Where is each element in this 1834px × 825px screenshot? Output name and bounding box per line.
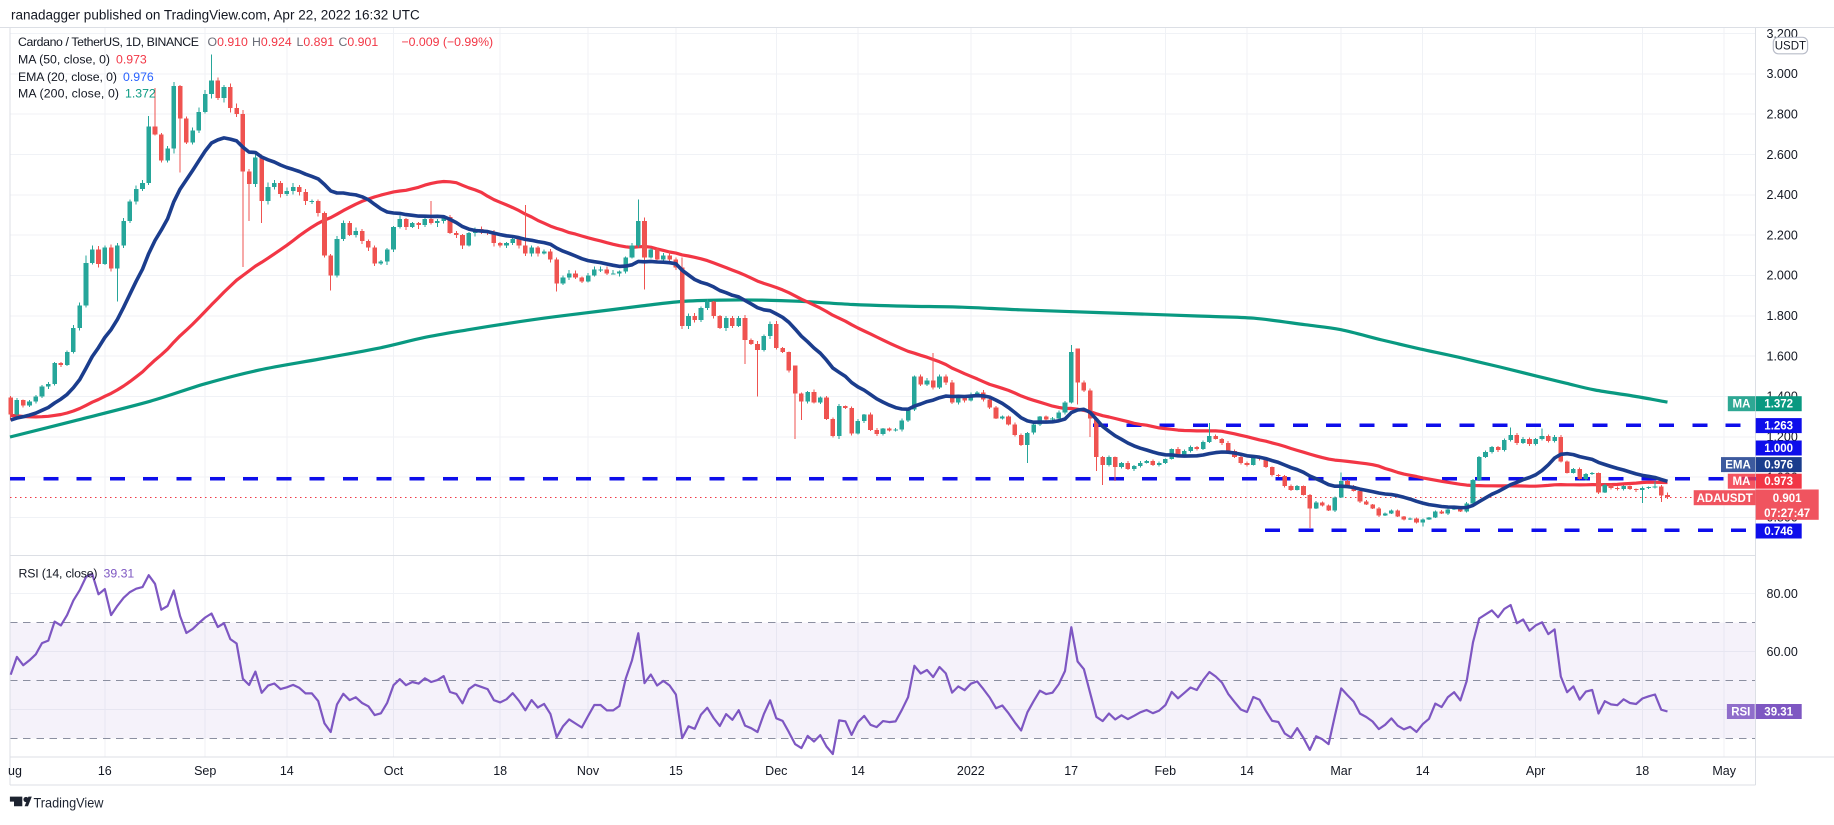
svg-text:16: 16 — [98, 764, 112, 778]
svg-text:MA (50, close, 0): MA (50, close, 0) — [18, 52, 110, 66]
svg-text:Oct: Oct — [384, 764, 404, 778]
svg-text:Sep: Sep — [194, 764, 216, 778]
svg-text:15: 15 — [669, 764, 683, 778]
svg-text:Cardano / TetherUS, 1D, BINANC: Cardano / TetherUS, 1D, BINANCE — [18, 35, 199, 49]
svg-text:07:27:47: 07:27:47 — [1764, 508, 1810, 520]
svg-text:14: 14 — [1416, 764, 1430, 778]
svg-text:1.372: 1.372 — [125, 86, 156, 100]
svg-text:14: 14 — [280, 764, 294, 778]
svg-text:MA: MA — [1733, 399, 1751, 411]
svg-text:Mar: Mar — [1330, 764, 1352, 778]
svg-text:18: 18 — [1635, 764, 1649, 778]
svg-text:39.31: 39.31 — [1764, 707, 1793, 719]
svg-text:ranadagger published on Tradin: ranadagger published on TradingView.com,… — [11, 8, 420, 23]
svg-text:80.00: 80.00 — [1767, 587, 1798, 601]
svg-text:RSI: RSI — [1731, 707, 1750, 719]
svg-text:USDT: USDT — [1775, 41, 1806, 53]
svg-text:14: 14 — [851, 764, 865, 778]
svg-text:Feb: Feb — [1155, 764, 1177, 778]
svg-text:1.600: 1.600 — [1767, 349, 1798, 363]
svg-text:0.746: 0.746 — [1764, 526, 1793, 538]
svg-text:0.973: 0.973 — [116, 52, 147, 66]
svg-text:TradingView: TradingView — [34, 795, 104, 810]
svg-text:1.263: 1.263 — [1764, 421, 1793, 433]
svg-text:2.600: 2.600 — [1767, 148, 1798, 162]
svg-text:ug: ug — [8, 764, 22, 778]
svg-text:18: 18 — [493, 764, 507, 778]
svg-text:0.976: 0.976 — [123, 70, 154, 84]
svg-text:MA: MA — [1733, 476, 1751, 488]
svg-text:14: 14 — [1240, 764, 1254, 778]
svg-text:May: May — [1712, 764, 1736, 778]
svg-text:1.800: 1.800 — [1767, 309, 1798, 323]
svg-text:Nov: Nov — [577, 764, 600, 778]
svg-text:MA (200, close, 0): MA (200, close, 0) — [18, 86, 119, 100]
svg-text:3.000: 3.000 — [1767, 67, 1798, 81]
svg-text:EMA: EMA — [1725, 460, 1751, 472]
svg-text:1.372: 1.372 — [1764, 399, 1793, 411]
svg-text:60.00: 60.00 — [1767, 645, 1798, 659]
svg-text:17: 17 — [1064, 764, 1078, 778]
svg-text:Dec: Dec — [765, 764, 787, 778]
svg-text:Apr: Apr — [1526, 764, 1545, 778]
svg-text:2.400: 2.400 — [1767, 188, 1798, 202]
svg-text:2.000: 2.000 — [1767, 269, 1798, 283]
svg-text:ADAUSDT: ADAUSDT — [1697, 493, 1753, 505]
svg-text:39.31: 39.31 — [104, 566, 135, 580]
svg-text:2022: 2022 — [957, 764, 985, 778]
svg-text:0.973: 0.973 — [1764, 476, 1793, 488]
svg-text:RSI (14, close): RSI (14, close) — [19, 566, 98, 580]
svg-text:0.901: 0.901 — [1773, 493, 1802, 505]
svg-text:2.200: 2.200 — [1767, 228, 1798, 242]
svg-text:0.976: 0.976 — [1764, 460, 1793, 472]
svg-text:2.800: 2.800 — [1767, 108, 1798, 122]
svg-text:EMA (20, close, 0): EMA (20, close, 0) — [18, 70, 117, 84]
svg-text:1.000: 1.000 — [1764, 443, 1793, 455]
